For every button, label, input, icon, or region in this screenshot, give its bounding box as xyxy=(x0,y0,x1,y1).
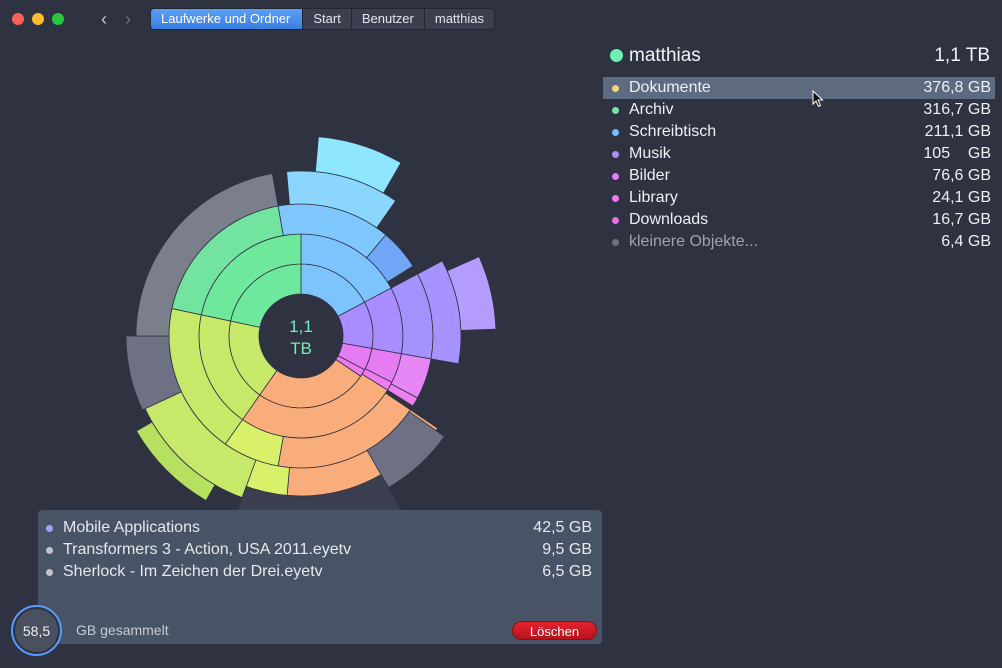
collector-gauge[interactable]: 58,5 xyxy=(11,605,62,656)
sunburst-segment[interactable] xyxy=(366,411,445,489)
folder-size: 105 GB xyxy=(923,145,991,162)
collected-item-size: 9,5 GB xyxy=(542,541,592,558)
mouse-pointer-icon xyxy=(812,90,824,108)
sunburst-segment[interactable] xyxy=(314,136,402,194)
item-color-dot xyxy=(46,525,53,532)
back-chevron-icon[interactable]: ‹ xyxy=(101,9,107,29)
sunburst-segment[interactable] xyxy=(135,173,279,337)
folder-row-schreibtisch[interactable]: Schreibtisch 211,1 GB xyxy=(603,121,995,143)
window-controls xyxy=(12,13,64,25)
collected-total: 58,5 xyxy=(15,609,58,652)
folder-row-archiv[interactable]: Archiv 316,7 GB xyxy=(603,99,995,121)
root-folder-name: matthias xyxy=(629,45,701,66)
folder-size: 316,7 GB xyxy=(923,101,991,118)
zoom-window-button[interactable] xyxy=(52,13,64,25)
breadcrumb-item-users[interactable]: Benutzer xyxy=(350,9,424,29)
center-total-unit: TB xyxy=(290,339,312,358)
folder-name: Dokumente xyxy=(629,79,711,96)
folder-color-dot xyxy=(612,107,619,114)
folder-name: Library xyxy=(629,189,678,206)
folder-row-dokumente[interactable]: Dokumente 376,8 GB xyxy=(603,77,995,99)
folder-color-dot xyxy=(612,151,619,158)
minimize-window-button[interactable] xyxy=(32,13,44,25)
center-total-label[interactable]: 1,1 TB xyxy=(261,316,341,360)
sunburst-segment[interactable] xyxy=(135,421,216,502)
center-total-value: 1,1 xyxy=(289,317,313,336)
root-folder-header: matthias 1,1 TB xyxy=(608,44,992,68)
item-color-dot xyxy=(46,569,53,576)
folder-row-smaller-objects[interactable]: kleinere Objekte... 6,4 GB xyxy=(603,231,995,253)
folder-size: 211,1 GB xyxy=(924,123,991,140)
root-folder-size: 1,1 TB xyxy=(934,45,990,66)
collected-item-size: 6,5 GB xyxy=(542,563,592,580)
folder-name: Archiv xyxy=(629,101,674,118)
collected-label: GB gesammelt xyxy=(76,622,169,638)
collected-item[interactable]: Mobile Applications 42,5 GB xyxy=(38,517,602,539)
root-color-dot xyxy=(610,49,623,62)
breadcrumb-item-start[interactable]: Start xyxy=(302,9,350,29)
sunburst-segment[interactable] xyxy=(366,234,414,283)
collected-item-size: 42,5 GB xyxy=(533,519,592,536)
item-color-dot xyxy=(46,547,53,554)
collected-item-name: Mobile Applications xyxy=(63,519,200,536)
folder-name: Downloads xyxy=(629,211,709,228)
folder-list: Dokumente 376,8 GB Archiv 316,7 GB Schre… xyxy=(603,77,995,253)
folder-row-bilder[interactable]: Bilder 76,6 GB xyxy=(603,165,995,187)
folder-color-dot xyxy=(612,217,619,224)
delete-button[interactable]: Löschen xyxy=(512,621,597,640)
folder-name: kleinere Objekte... xyxy=(629,233,758,250)
folder-name: Bilder xyxy=(629,167,670,184)
close-window-button[interactable] xyxy=(12,13,24,25)
folder-size: 24,1 GB xyxy=(932,189,991,206)
collected-item[interactable]: Sherlock - Im Zeichen der Drei.eyetv 6,5… xyxy=(38,561,602,583)
folder-row-musik[interactable]: Musik 105 GB xyxy=(603,143,995,165)
folder-color-dot xyxy=(612,85,619,92)
disk-usage-sunburst[interactable] xyxy=(0,0,600,520)
folder-size: 6,4 GB xyxy=(941,233,991,250)
collection-panel: Mobile Applications 42,5 GB Transformers… xyxy=(38,510,602,644)
folder-row-downloads[interactable]: Downloads 16,7 GB xyxy=(603,209,995,231)
folder-size: 376,8 GB xyxy=(923,79,991,96)
folder-size: 76,6 GB xyxy=(932,167,991,184)
collected-item-name: Sherlock - Im Zeichen der Drei.eyetv xyxy=(63,563,323,580)
folder-name: Musik xyxy=(629,145,671,162)
breadcrumb: Laufwerke und Ordner Start Benutzer matt… xyxy=(150,8,496,30)
folder-color-dot xyxy=(612,239,619,246)
sunburst-segment[interactable] xyxy=(386,383,419,407)
collected-item[interactable]: Transformers 3 - Action, USA 2011.eyetv … xyxy=(38,539,602,561)
folder-size: 16,7 GB xyxy=(932,211,991,228)
breadcrumb-item-matthias[interactable]: matthias xyxy=(423,9,494,29)
sunburst-segment[interactable] xyxy=(446,256,497,331)
folder-color-dot xyxy=(612,195,619,202)
forward-chevron-icon[interactable]: › xyxy=(125,9,131,29)
folder-color-dot xyxy=(612,129,619,136)
collected-item-name: Transformers 3 - Action, USA 2011.eyetv xyxy=(63,541,352,558)
breadcrumb-item-drives[interactable]: Laufwerke und Ordner xyxy=(151,9,303,29)
sunburst-segment[interactable] xyxy=(233,474,402,520)
folder-color-dot xyxy=(612,173,619,180)
folder-row-library[interactable]: Library 24,1 GB xyxy=(603,187,995,209)
folder-name: Schreibtisch xyxy=(629,123,717,140)
